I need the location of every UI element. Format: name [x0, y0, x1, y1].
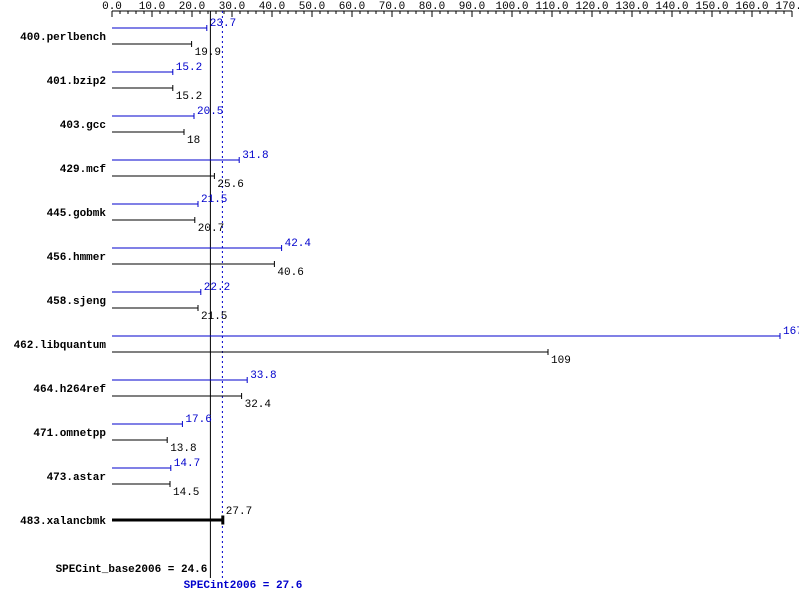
benchmark-label: 400.perlbench [20, 32, 106, 44]
footer-base-label: SPECint_base2006 = 24.6 [56, 564, 208, 576]
footer-peak-label: SPECint2006 = 27.6 [184, 580, 303, 592]
value-label-peak: 31.8 [242, 150, 268, 162]
value-label-base: 14.5 [173, 487, 199, 499]
value-label-peak: 22.2 [204, 282, 230, 294]
spec-benchmark-chart: 0.010.020.030.040.050.060.070.080.090.01… [0, 0, 799, 606]
axis-tick-label: 0.0 [102, 1, 122, 13]
value-label-peak: 23.7 [210, 18, 236, 30]
benchmark-label: 471.omnetpp [33, 428, 106, 440]
value-label-base: 13.8 [170, 443, 196, 455]
value-label-peak: 17.6 [185, 414, 211, 426]
axis-tick-label: 10.0 [139, 1, 165, 13]
benchmark-label: 445.gobmk [47, 208, 107, 220]
benchmark-label: 462.libquantum [14, 340, 107, 352]
axis-tick-label: 130.0 [615, 1, 648, 13]
value-label-base: 19.9 [195, 47, 221, 59]
value-label: 27.7 [226, 506, 252, 518]
value-label-base: 20.7 [198, 223, 224, 235]
value-label-base: 40.6 [277, 267, 303, 279]
value-label-peak: 42.4 [285, 238, 312, 250]
value-label-base: 109 [551, 355, 571, 367]
axis-tick-label: 70.0 [379, 1, 405, 13]
axis-tick-label: 160.0 [735, 1, 768, 13]
axis-tick-label: 40.0 [259, 1, 285, 13]
value-label-base: 25.6 [217, 179, 243, 191]
axis-tick-label: 80.0 [419, 1, 445, 13]
axis-tick-label: 110.0 [535, 1, 568, 13]
axis-tick-label: 150.0 [695, 1, 728, 13]
value-label-base: 18 [187, 135, 200, 147]
axis-tick-label: 170.0 [775, 1, 799, 13]
benchmark-label: 483.xalancbmk [20, 516, 106, 528]
axis-tick-label: 100.0 [495, 1, 528, 13]
value-label-base: 15.2 [176, 91, 202, 103]
value-label-peak: 167 [783, 326, 799, 338]
axis-tick-label: 60.0 [339, 1, 365, 13]
axis-tick-label: 50.0 [299, 1, 325, 13]
axis-tick-label: 90.0 [459, 1, 485, 13]
benchmark-label: 403.gcc [60, 120, 106, 132]
benchmark-label: 456.hmmer [47, 252, 106, 264]
axis-tick-label: 140.0 [655, 1, 688, 13]
value-label-peak: 14.7 [174, 458, 200, 470]
value-label-base: 32.4 [245, 399, 272, 411]
benchmark-label: 458.sjeng [47, 296, 106, 308]
benchmark-label: 401.bzip2 [47, 76, 106, 88]
axis-tick-label: 120.0 [575, 1, 608, 13]
benchmark-label: 429.mcf [60, 164, 107, 176]
value-label-base: 21.5 [201, 311, 227, 323]
value-label-peak: 33.8 [250, 370, 276, 382]
value-label-peak: 20.5 [197, 106, 223, 118]
value-label-peak: 21.5 [201, 194, 227, 206]
benchmark-label: 473.astar [47, 472, 106, 484]
benchmark-label: 464.h264ref [33, 384, 106, 396]
value-label-peak: 15.2 [176, 62, 202, 74]
axis-tick-label: 20.0 [179, 1, 205, 13]
